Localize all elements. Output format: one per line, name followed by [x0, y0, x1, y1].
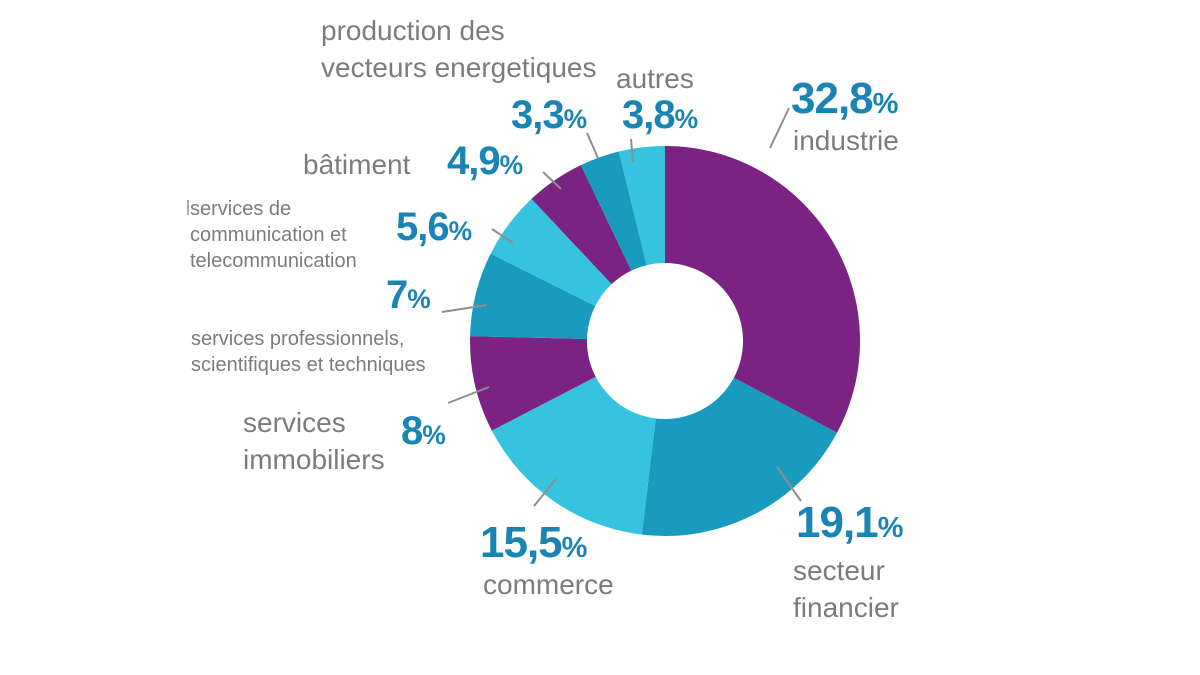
value-label-commerce: 15,5%: [480, 518, 588, 567]
slice-label-production-vecteurs: production des vecteurs energetiques: [321, 15, 597, 83]
leader-line-services-communication: [491, 228, 514, 244]
value-label-industrie: 32,8%: [791, 74, 899, 123]
pie-slice-services-professionnels: [470, 253, 596, 340]
leader-line-batiment: [542, 171, 562, 190]
percent-sign: %: [407, 284, 431, 314]
pie-slice-autres: [618, 146, 665, 266]
percent-sign: %: [563, 104, 588, 134]
value-label-production-vecteurs: 3,3%: [511, 94, 587, 136]
pie-slice-industrie: [665, 146, 861, 433]
percent-sign: %: [674, 104, 699, 134]
pie-slice-secteur-financier: [641, 377, 838, 536]
value-label-services-communication: 5,6%: [396, 206, 472, 248]
percent-sign: %: [872, 88, 899, 120]
leader-line-autres: [630, 138, 634, 163]
value-number: 7: [386, 273, 408, 317]
value-number: 15,5: [480, 518, 563, 567]
percent-sign: %: [877, 512, 904, 544]
leader-line-production-vecteurs: [586, 132, 599, 159]
pie-slice-services-communication: [490, 198, 612, 307]
leader-line-services-professionnels: [441, 304, 488, 313]
percent-sign: %: [422, 420, 446, 450]
value-number: 19,1: [796, 498, 879, 547]
pie-slices-group: [469, 146, 861, 536]
stray-mark: [187, 200, 189, 215]
value-number: 32,8: [791, 74, 874, 123]
leader-lines-group: [441, 107, 802, 507]
value-label-autres: 3,8%: [622, 94, 698, 136]
slice-label-services-immobiliers: services immobiliers: [243, 407, 385, 475]
value-label-secteur-financier: 19,1%: [796, 498, 904, 547]
slice-label-services-professionnels: services professionnels, scientifiques e…: [191, 328, 426, 376]
leader-line-commerce: [533, 478, 557, 507]
value-number: 3,8: [622, 93, 676, 137]
value-number: 5,6: [396, 205, 450, 249]
value-number: 4,9: [447, 139, 501, 183]
slice-label-services-communication: services de communication et telecommuni…: [190, 198, 357, 272]
value-label-services-professionnels: 7%: [386, 274, 431, 316]
slice-label-batiment: bâtiment: [303, 149, 411, 180]
percent-sign: %: [448, 216, 473, 246]
pie-slice-commerce: [491, 376, 656, 535]
value-label-batiment: 4,9%: [447, 140, 523, 182]
leader-line-secteur-financier: [776, 466, 802, 502]
leader-line-services-immobiliers: [447, 386, 490, 404]
pie-slice-production-vecteurs: [580, 151, 647, 271]
percent-sign: %: [499, 150, 524, 180]
value-number: 3,3: [511, 93, 565, 137]
slice-label-autres: autres: [616, 63, 694, 94]
slice-label-secteur-financier: secteur financier: [793, 555, 899, 623]
slice-label-industrie: industrie: [793, 125, 899, 156]
slice-label-commerce: commerce: [483, 569, 614, 600]
leader-line-industrie: [769, 107, 790, 149]
pie-slice-batiment: [531, 165, 632, 285]
percent-sign: %: [561, 532, 588, 564]
value-label-services-immobiliers: 8%: [401, 410, 446, 452]
value-number: 8: [401, 409, 423, 453]
pie-slice-services-immobiliers: [469, 336, 596, 431]
